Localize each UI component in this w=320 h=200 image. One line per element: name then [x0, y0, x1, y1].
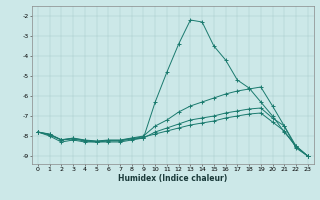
X-axis label: Humidex (Indice chaleur): Humidex (Indice chaleur) [118, 174, 228, 183]
